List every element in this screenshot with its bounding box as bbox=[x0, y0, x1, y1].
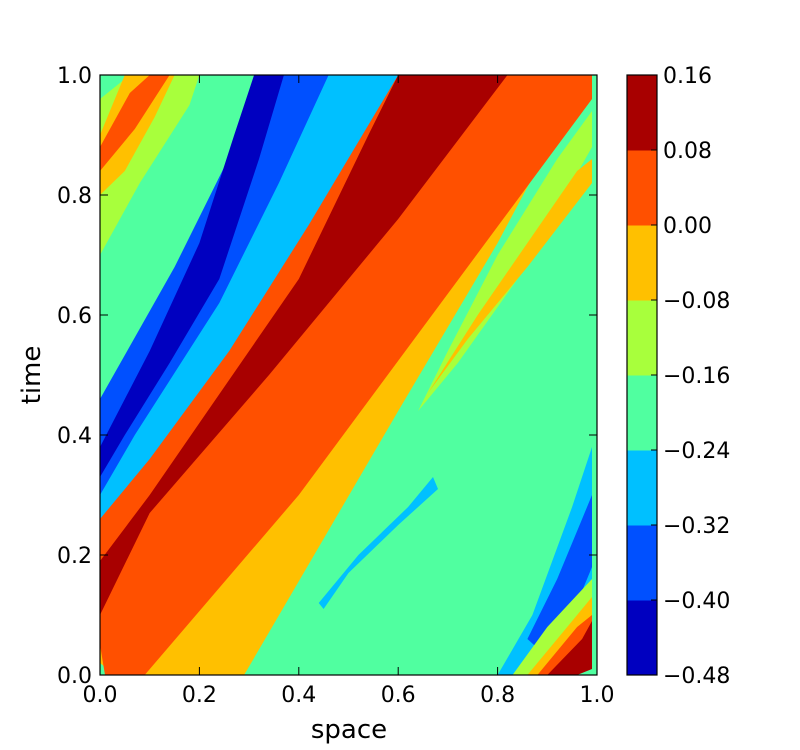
contour-band-green-lower-right bbox=[512, 579, 592, 675]
y-tick-label: 0.8 bbox=[57, 184, 92, 209]
colorbar-tick-label: 0.08 bbox=[663, 139, 712, 164]
x-axis-label: space bbox=[311, 715, 387, 745]
colorbar-tick-label: 0.16 bbox=[663, 64, 712, 89]
x-tick-label: 0.6 bbox=[381, 683, 416, 708]
contour-bands bbox=[100, 75, 592, 675]
colorbar bbox=[627, 75, 657, 676]
colorbar-segment bbox=[627, 300, 657, 376]
x-tick-label: 0.0 bbox=[83, 683, 118, 708]
x-tick-label: 1.0 bbox=[580, 683, 615, 708]
colorbar-segment bbox=[627, 75, 657, 151]
colorbar-segment bbox=[627, 525, 657, 601]
colorbar-segment bbox=[627, 450, 657, 526]
y-axis-label: time bbox=[17, 346, 47, 405]
colorbar-tick-label: −0.24 bbox=[663, 439, 730, 464]
plot-area bbox=[100, 75, 597, 675]
x-axis: 0.0 0.2 0.4 0.6 0.8 1.0 bbox=[83, 75, 615, 708]
colorbar-segment bbox=[627, 150, 657, 226]
y-tick-label: 0.2 bbox=[57, 544, 92, 569]
contour-band-cyan-upper-left bbox=[100, 75, 399, 519]
y-tick-label: 0.0 bbox=[57, 664, 92, 689]
contour-band-darkblue-lower-right bbox=[527, 495, 592, 657]
contour-band-cyan-streak-lower bbox=[318, 477, 438, 609]
colorbar-segment bbox=[627, 375, 657, 451]
x-tick-label: 0.2 bbox=[182, 683, 217, 708]
contour-band-darkblue-upper-left bbox=[100, 75, 284, 477]
colorbar-tick-label: −0.40 bbox=[663, 589, 730, 614]
colorbar-segment bbox=[627, 225, 657, 301]
contour-band-orange-upper-left bbox=[100, 75, 175, 195]
colorbar-tick-label: −0.32 bbox=[663, 514, 730, 539]
x-tick-label: 0.4 bbox=[281, 683, 316, 708]
colorbar-tick-label: −0.48 bbox=[663, 664, 730, 689]
colorbar-ticks: −0.48 −0.40 −0.32 −0.24 −0.16 −0.08 0.00 0.08 0.… bbox=[651, 64, 730, 689]
y-tick-label: 1.0 bbox=[57, 64, 92, 89]
plot-frame bbox=[99, 74, 598, 676]
contour-band-red-upper-left bbox=[100, 75, 170, 171]
y-tick-label: 0.4 bbox=[57, 424, 92, 449]
contour-band-green-wedge-right bbox=[418, 111, 592, 411]
contour-band-orange-wedge-right bbox=[428, 159, 592, 393]
contour-band-red-orange bbox=[100, 75, 592, 675]
x-tick-label: 0.8 bbox=[480, 683, 515, 708]
y-axis: 0.0 0.2 0.4 0.6 0.8 1.0 bbox=[57, 64, 597, 689]
colorbar-tick-label: −0.08 bbox=[663, 289, 730, 314]
colorbar-tick-label: −0.16 bbox=[663, 364, 730, 389]
y-tick-label: 0.6 bbox=[57, 304, 92, 329]
colorbar-tick-label: 0.00 bbox=[663, 214, 712, 239]
contour-band-darkred-lower-right-corner bbox=[547, 621, 592, 675]
colorbar-segment bbox=[627, 600, 657, 676]
